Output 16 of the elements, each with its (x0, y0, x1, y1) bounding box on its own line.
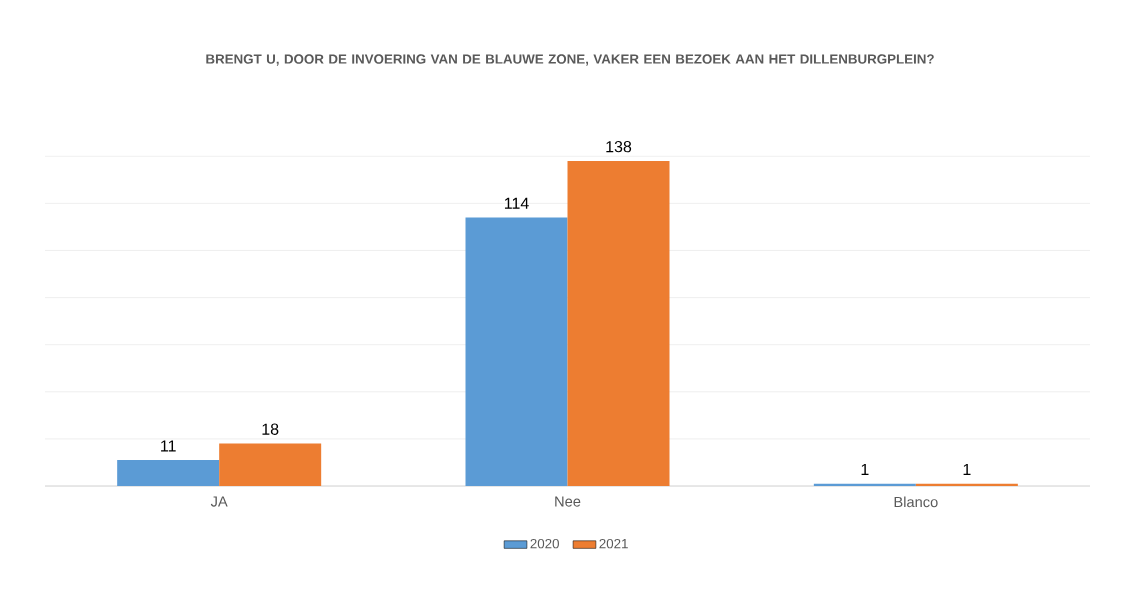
x-tick-label: Blanco (894, 496, 938, 508)
bar (567, 161, 670, 486)
x-tick-label: JA (210, 496, 228, 507)
legend-label: 2020 (530, 538, 559, 549)
data-label: 138 (606, 140, 632, 153)
data-label: 1 (963, 463, 971, 475)
bar (117, 460, 220, 486)
data-label: 1 (861, 463, 869, 475)
x-tick-label: Nee (555, 496, 581, 507)
bar (219, 443, 322, 486)
data-label: 18 (262, 423, 279, 435)
chart-title: BRENGT U, DOOR DE INVOERING VAN DE BLAUWE ZONE, VAKER EEN BEZOEK AAN HET DILLENBURGPLEIN? (206, 54, 934, 66)
legend-label: 2021 (599, 538, 628, 549)
bar (465, 217, 568, 486)
data-label: 11 (161, 440, 176, 452)
data-label: 114 (504, 197, 529, 209)
